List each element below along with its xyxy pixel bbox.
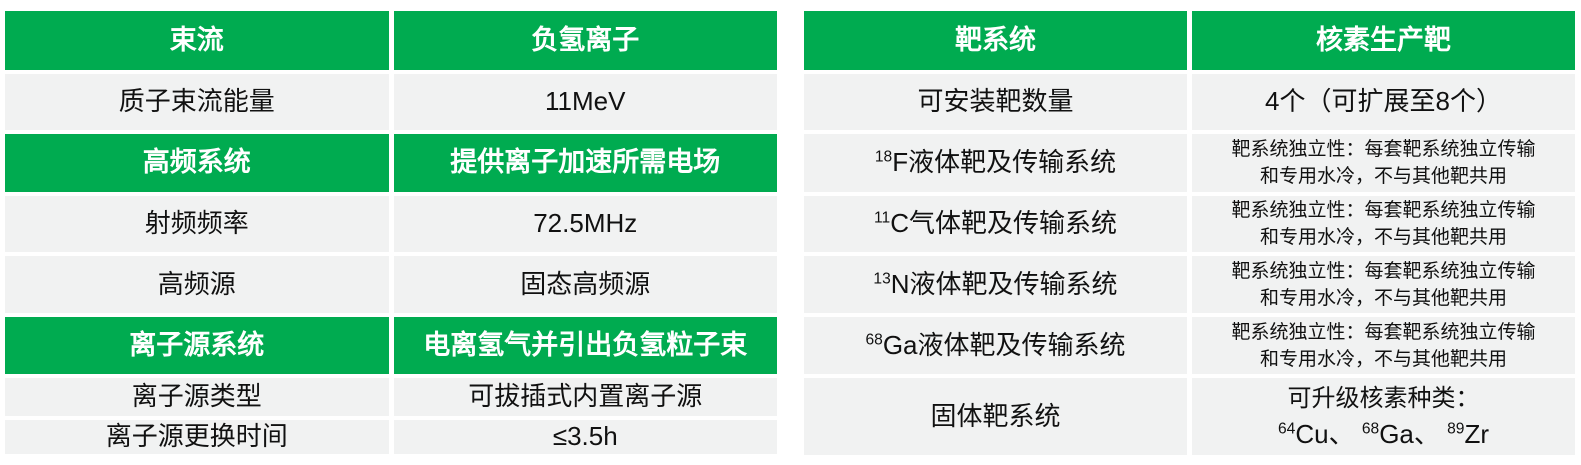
row-label-cell: 可安装靶数量 [804, 74, 1187, 130]
row-value-cell: 72.5MHz [393, 196, 777, 252]
isotope-mass-number: 13 [873, 269, 891, 287]
row-label-cell: 68Ga液体靶及传输系统 [804, 317, 1187, 374]
row-value-cell: 靶系统独立性：每套靶系统独立传输 和专用水冷，不与其他靶共用 [1192, 317, 1575, 374]
nuclide-separator: 、 [1328, 418, 1355, 449]
isotope-mass-number: 68 [1361, 419, 1380, 437]
row-label-cell: 离子源更换时间 [5, 420, 389, 454]
row-value-cell: 固态高频源 [393, 256, 777, 313]
nuclide-item: 89Zr [1447, 419, 1489, 449]
nuclide-symbol: Zr [1464, 418, 1490, 449]
row-label-cell: 离子源类型 [5, 378, 389, 416]
row-label-cell: 11C气体靶及传输系统 [804, 196, 1187, 252]
independence-note-line1: 靶系统独立性：每套靶系统独立传输 [1231, 139, 1536, 160]
table-row: 13N液体靶及传输系统 靶系统独立性：每套靶系统独立传输 和专用水冷，不与其他靶… [804, 256, 1575, 313]
isotope-mass-number: 11 [874, 209, 891, 227]
row-value-cell: 可升级核素种类： 64Cu、 68Ga、 89Zr [1192, 378, 1575, 455]
independence-note-line2: 和专用水冷，不与其他靶共用 [1259, 348, 1507, 370]
section-header-row: 离子源系统 电离氢气并引出负氢粒子束 [5, 317, 777, 374]
independence-note-line2: 和专用水冷，不与其他靶共用 [1259, 166, 1507, 187]
section-header-row: 高频系统 提供离子加速所需电场 [5, 134, 777, 192]
row-label-cell: 18F液体靶及传输系统 [804, 134, 1187, 192]
target-system-table: 靶系统 核素生产靶 可安装靶数量 4个（可扩展至8个） 18F液体靶及传输系统 … [804, 11, 1575, 459]
table-row: 离子源类型 可拔插式内置离子源 [5, 378, 777, 416]
nuclide-separator: 、 [1413, 418, 1440, 449]
row-label-cell: 高频源 [5, 256, 389, 313]
row-value-cell: ≤3.5h [393, 420, 777, 454]
isotope-target-text: Ga液体靶及传输系统 [882, 329, 1126, 360]
isotope-target-label: 68Ga液体靶及传输系统 [865, 329, 1126, 361]
independence-note-line1: 靶系统独立性：每套靶系统独立传输 [1231, 321, 1536, 343]
table-row: 18F液体靶及传输系统 靶系统独立性：每套靶系统独立传输 和专用水冷，不与其他靶… [804, 134, 1575, 192]
independence-note-line1: 靶系统独立性：每套靶系统独立传输 [1231, 260, 1536, 282]
table-row: 可安装靶数量 4个（可扩展至8个） [804, 74, 1575, 130]
section-value-cell: 电离氢气并引出负氢粒子束 [393, 317, 777, 374]
section-label-cell: 离子源系统 [5, 317, 389, 374]
row-value-cell: 可拔插式内置离子源 [393, 378, 777, 416]
isotope-mass-number: 68 [865, 330, 883, 348]
nuclide-item: 68Ga、 [1362, 419, 1440, 449]
table-header-row: 靶系统 核素生产靶 [804, 11, 1575, 70]
section-value-cell: 提供离子加速所需电场 [393, 134, 777, 192]
header-cell-ion-type: 负氢离子 [393, 11, 777, 70]
isotope-target-label: 13N液体靶及传输系统 [873, 268, 1118, 300]
upgradeable-nuclides-list: 64Cu、 68Ga、 89Zr [1278, 416, 1489, 452]
row-label-cell: 13N液体靶及传输系统 [804, 256, 1187, 313]
table-row: 射频频率 72.5MHz [5, 196, 777, 252]
row-value-cell: 11MeV [393, 74, 777, 130]
upgradeable-nuclides-title: 可升级核素种类： [1287, 384, 1480, 412]
isotope-target-label: 18F液体靶及传输系统 [874, 147, 1117, 178]
isotope-mass-number: 64 [1277, 419, 1296, 437]
table-row: 高频源 固态高频源 [5, 256, 777, 313]
isotope-target-text: F液体靶及传输系统 [892, 147, 1117, 178]
nuclide-symbol: Cu [1295, 418, 1329, 449]
row-label-cell: 射频频率 [5, 196, 389, 252]
header-cell-target-system: 靶系统 [804, 11, 1187, 70]
header-cell-beam: 束流 [5, 11, 389, 70]
table-header-row: 束流 负氢离子 [5, 11, 777, 70]
row-value-cell: 4个（可扩展至8个） [1192, 74, 1575, 130]
header-cell-nuclide-target: 核素生产靶 [1192, 11, 1575, 70]
row-value-cell: 靶系统独立性：每套靶系统独立传输 和专用水冷，不与其他靶共用 [1192, 134, 1575, 192]
nuclide-symbol: Ga [1379, 418, 1414, 449]
isotope-target-text: C气体靶及传输系统 [890, 208, 1117, 239]
table-row: 68Ga液体靶及传输系统 靶系统独立性：每套靶系统独立传输 和专用水冷，不与其他… [804, 317, 1575, 374]
isotope-mass-number: 89 [1447, 419, 1465, 437]
independence-note-line2: 和专用水冷，不与其他靶共用 [1259, 227, 1507, 248]
row-value-cell: 靶系统独立性：每套靶系统独立传输 和专用水冷，不与其他靶共用 [1192, 196, 1575, 252]
row-value-cell: 靶系统独立性：每套靶系统独立传输 和专用水冷，不与其他靶共用 [1192, 256, 1575, 313]
independence-note-line1: 靶系统独立性：每套靶系统独立传输 [1231, 200, 1536, 221]
table-row: 11C气体靶及传输系统 靶系统独立性：每套靶系统独立传输 和专用水冷，不与其他靶… [804, 196, 1575, 252]
isotope-target-label: 11C气体靶及传输系统 [874, 208, 1117, 239]
isotope-target-text: N液体靶及传输系统 [890, 268, 1118, 299]
independence-note-line2: 和专用水冷，不与其他靶共用 [1259, 287, 1507, 309]
beam-spec-table: 束流 负氢离子 质子束流能量 11MeV 高频系统 提供离子加速所需电场 射频频… [5, 11, 777, 458]
table-row: 质子束流能量 11MeV [5, 74, 777, 130]
row-label-cell: 质子束流能量 [5, 74, 389, 130]
table-row: 固体靶系统 可升级核素种类： 64Cu、 68Ga、 89Zr [804, 378, 1575, 455]
table-row: 离子源更换时间 ≤3.5h [5, 420, 777, 454]
section-label-cell: 高频系统 [5, 134, 389, 192]
row-label-cell: 固体靶系统 [804, 378, 1187, 455]
isotope-mass-number: 18 [874, 148, 893, 166]
nuclide-item: 64Cu、 [1278, 419, 1355, 449]
